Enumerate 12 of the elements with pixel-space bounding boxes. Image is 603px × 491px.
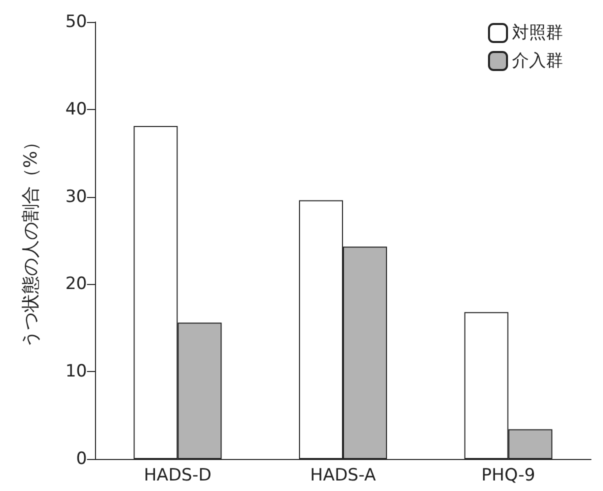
- legend-label: 介入群: [512, 51, 563, 71]
- x-tick-label: HADS-A: [310, 466, 376, 486]
- legend-label: 対照群: [512, 23, 563, 43]
- y-tick-label: 30: [65, 186, 87, 207]
- x-tick-label: HADS-D: [144, 466, 212, 486]
- y-tick-label: 20: [65, 274, 87, 294]
- x-tick-label: PHQ-9: [481, 466, 536, 486]
- y-tick-label: 0: [76, 449, 87, 469]
- y-tick-label: 50: [65, 12, 87, 32]
- y-tick-label: 10: [65, 362, 87, 382]
- y-axis-title: うつ状態の人の割合（%）: [20, 132, 42, 348]
- y-tick-label: 40: [65, 99, 87, 120]
